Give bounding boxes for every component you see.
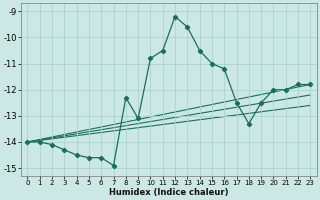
X-axis label: Humidex (Indice chaleur): Humidex (Indice chaleur)	[109, 188, 229, 197]
